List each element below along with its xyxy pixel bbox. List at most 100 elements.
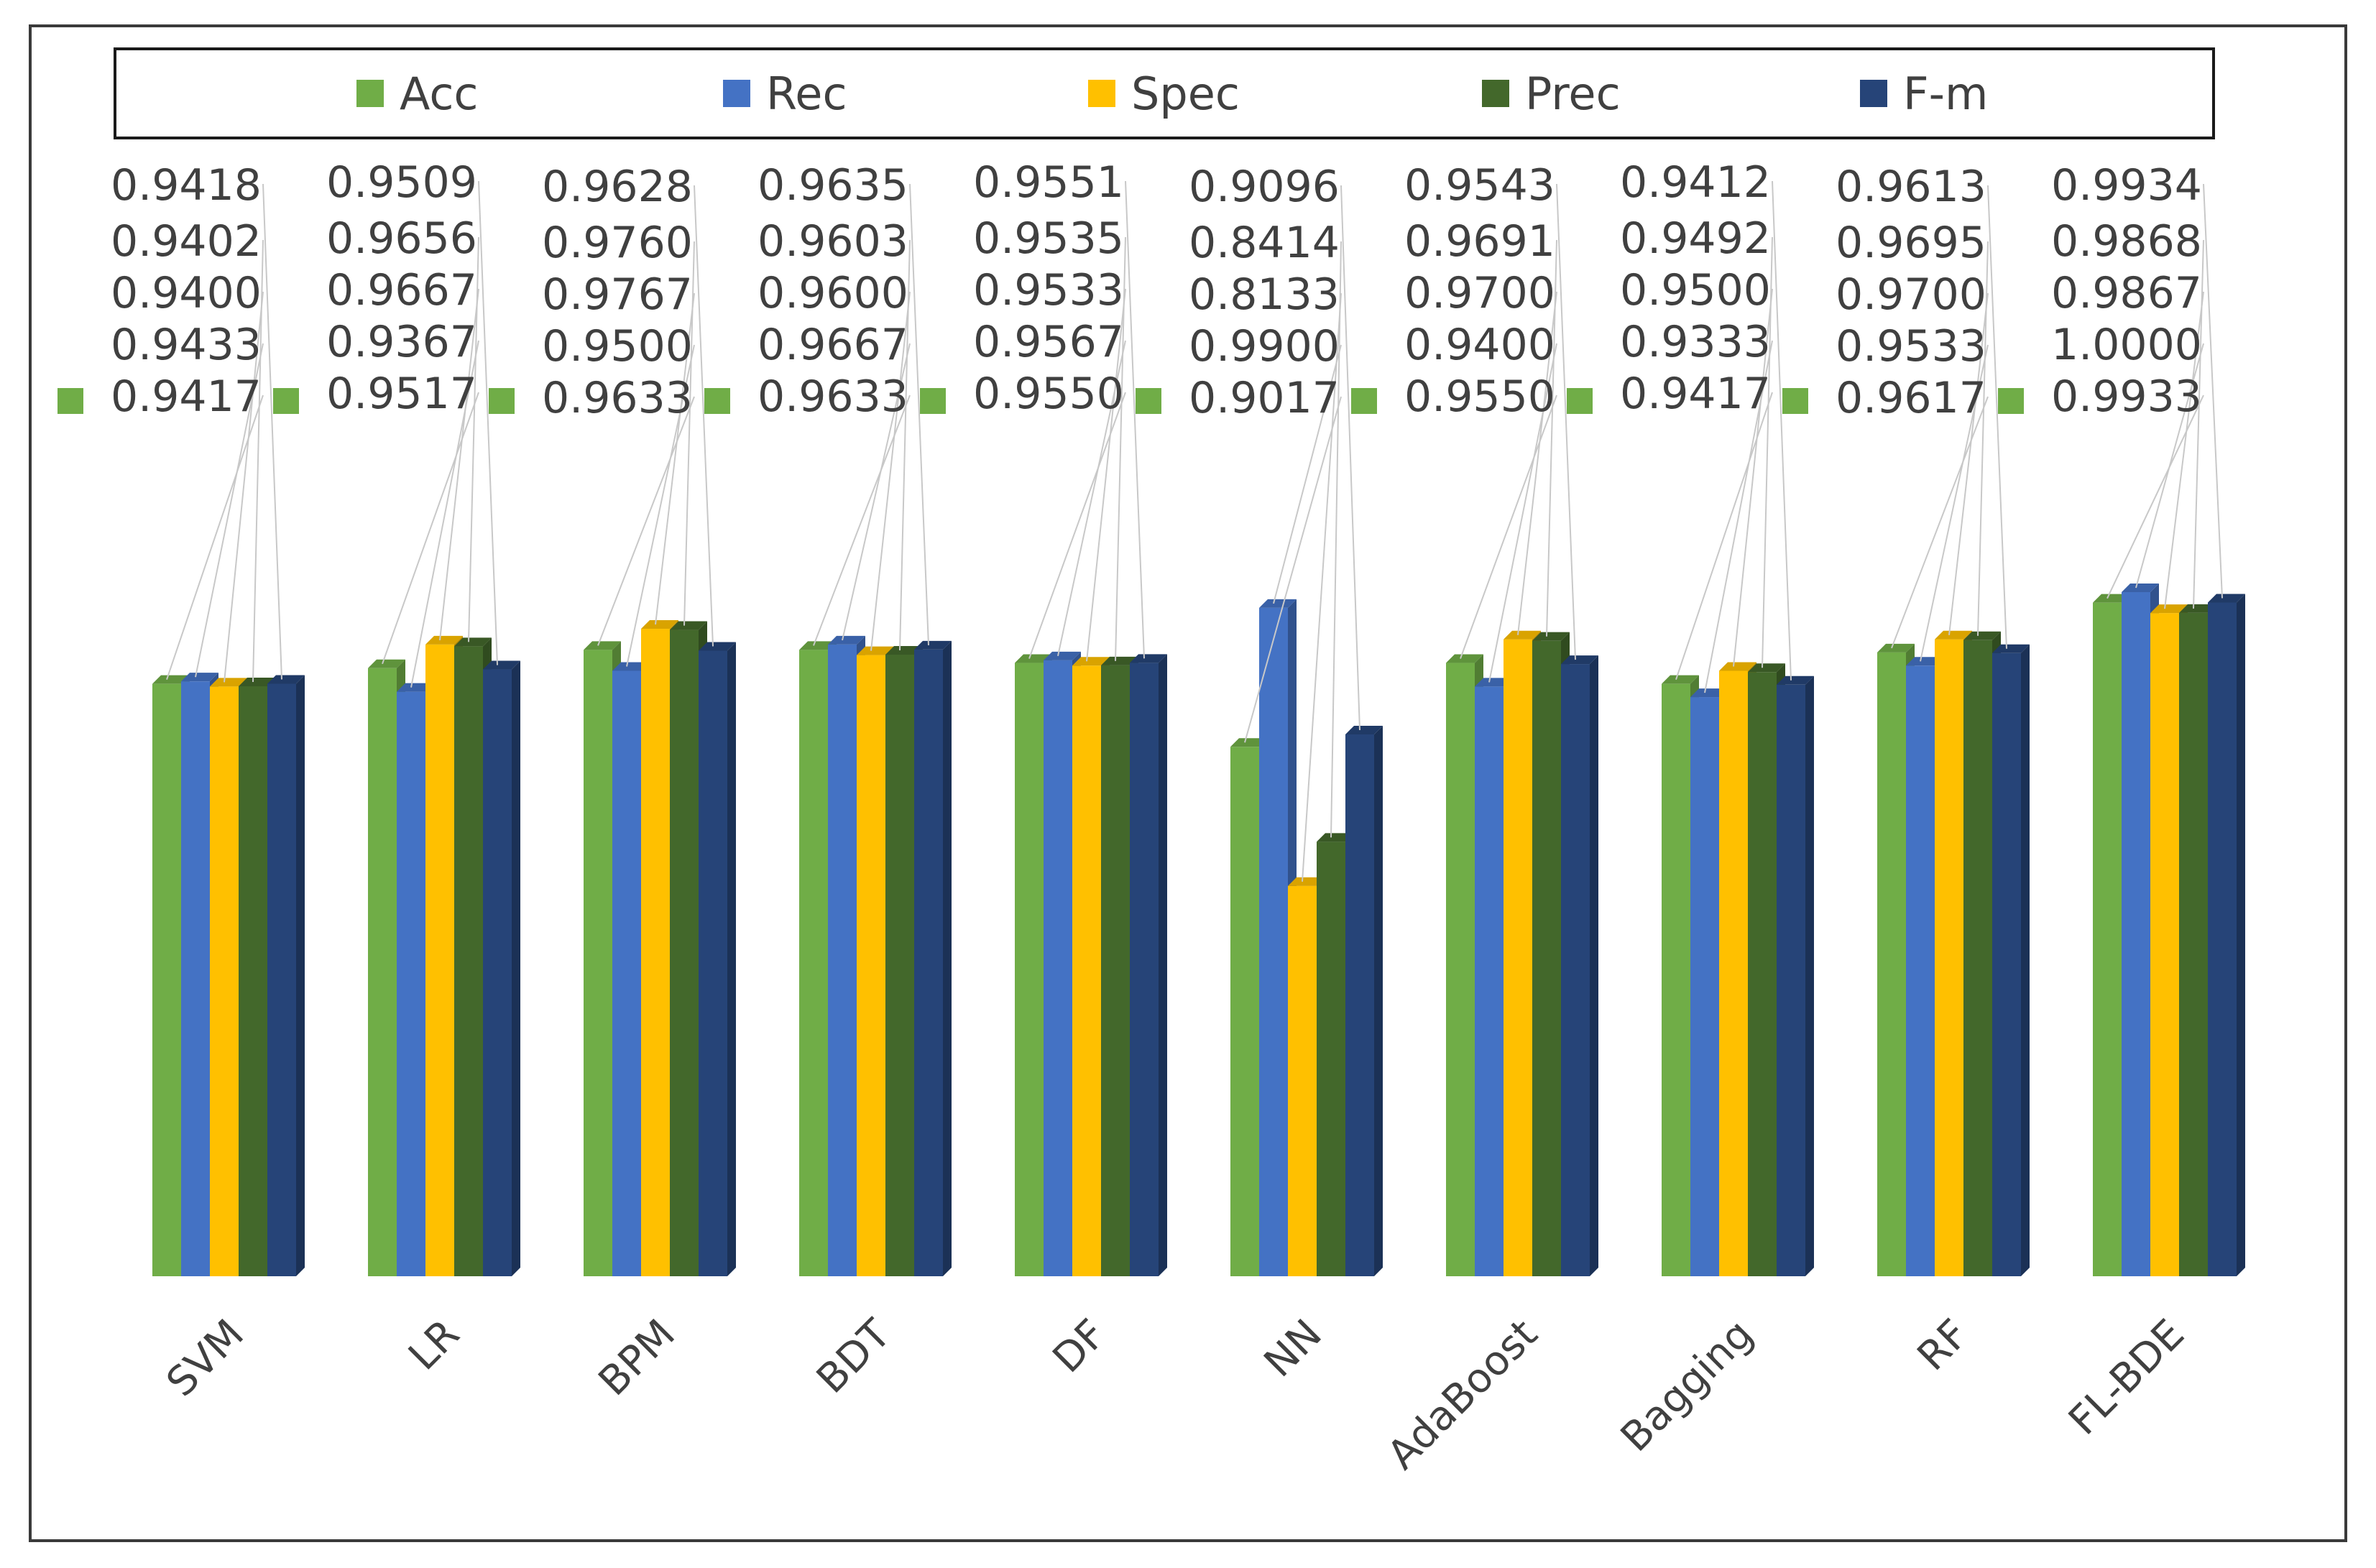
bar-acc-bagging (1662, 683, 1690, 1276)
bar-spec-svm (210, 686, 239, 1276)
leader-line (1517, 291, 1557, 635)
bar-f-m-df (1130, 663, 1159, 1276)
bar-rec-df (1044, 660, 1072, 1276)
data-label: 0.9628 (542, 162, 693, 212)
category-label: Bagging (1612, 1311, 1762, 1461)
leader-line (1733, 288, 1773, 667)
bar-side (296, 675, 305, 1276)
bar-top (799, 641, 837, 650)
acc-marker (1998, 388, 2024, 414)
leader-line (655, 292, 695, 625)
leader-line (1302, 292, 1342, 882)
bar-top (1963, 631, 2001, 640)
legend-item-acc: Acc (356, 50, 479, 137)
data-label: 0.9667 (326, 265, 477, 315)
legend-swatch (1860, 80, 1887, 107)
leader-line (597, 396, 695, 646)
bar-top (2208, 594, 2245, 603)
bar-acc-lr (368, 668, 397, 1276)
bar-prec-rf (1963, 640, 1992, 1276)
bar-top (1101, 656, 1138, 665)
bar-prec-svm (239, 686, 267, 1276)
bar-top (699, 642, 736, 651)
bar-top (914, 640, 952, 650)
leader-line (1244, 396, 1342, 743)
bar-acc-svm (152, 683, 181, 1276)
legend-item-f-m: F-m (1860, 50, 1988, 137)
bar-top (1259, 599, 1297, 608)
legend-label: Rec (766, 67, 847, 120)
bar-top (2150, 604, 2188, 614)
bar-top (1662, 675, 1699, 684)
bar-acc-df (1015, 663, 1044, 1276)
bar-top (885, 645, 923, 655)
data-label: 0.9691 (1404, 216, 1555, 267)
legend-item-prec: Prec (1482, 50, 1621, 137)
legend-swatch (356, 80, 384, 107)
data-label: 0.9517 (326, 369, 477, 419)
bar-rec-fl-bde (2122, 592, 2150, 1276)
bar-top (584, 641, 621, 650)
acc-marker (489, 388, 515, 414)
category-label: DF (1044, 1311, 1115, 1382)
data-label: 0.9868 (2051, 216, 2202, 267)
bar-top (368, 659, 405, 668)
data-label: 0.9700 (1836, 269, 1986, 320)
data-label: 0.9509 (326, 157, 477, 208)
leader-line (1460, 395, 1557, 659)
data-label: 0.9933 (2051, 372, 2202, 422)
bar-top (1561, 655, 1598, 665)
bar-spec-bpm (641, 629, 670, 1276)
data-label: 0.9900 (1189, 321, 1340, 372)
legend-label: Spec (1131, 67, 1240, 120)
bar-top (152, 675, 190, 684)
leader-line (1920, 344, 1989, 662)
data-label: 0.9402 (111, 216, 262, 267)
category-label: AdaBoost (1378, 1311, 1547, 1479)
leader-line (1330, 241, 1342, 838)
data-label: 1.0000 (2051, 320, 2202, 370)
bar-top (1288, 877, 1325, 886)
leader-line (1675, 392, 1773, 680)
data-label: 0.9656 (326, 213, 477, 264)
bar-top (397, 683, 434, 692)
acc-marker (1782, 388, 1808, 414)
data-label: 0.9613 (1836, 162, 1986, 212)
data-label: 0.9417 (111, 372, 262, 422)
bar-top (1475, 678, 1512, 687)
acc-marker (704, 388, 730, 414)
data-label: 0.9603 (758, 216, 908, 267)
leader-line (195, 343, 264, 678)
data-label: 0.9400 (1404, 320, 1555, 370)
bar-side (512, 660, 520, 1276)
bar-top (239, 677, 276, 686)
bar-acc-adaboost (1446, 663, 1475, 1276)
bar-rec-svm (181, 681, 210, 1276)
bar-spec-bdt (857, 655, 885, 1276)
data-label: 0.9550 (973, 369, 1124, 419)
leader-line (842, 343, 911, 641)
acc-marker (920, 388, 946, 414)
bar-acc-bpm (584, 650, 612, 1276)
data-label: 0.9767 (542, 269, 693, 320)
legend-item-rec: Rec (723, 50, 847, 137)
bar-acc-fl-bde (2093, 602, 2122, 1276)
bar-top (181, 673, 218, 682)
leader-line (1488, 343, 1557, 683)
data-label: 0.9433 (111, 320, 262, 370)
bar-rec-nn (1259, 607, 1288, 1276)
bar-f-m-rf (1992, 652, 2021, 1276)
bar-rec-bagging (1690, 697, 1719, 1276)
legend-swatch (1482, 80, 1509, 107)
leader-line (2164, 291, 2204, 609)
data-label: 0.9412 (1620, 157, 1771, 208)
bar-top (1877, 643, 1915, 652)
bar-top (1230, 738, 1268, 747)
bar-top (483, 660, 520, 670)
bar-top (2179, 604, 2216, 613)
data-label: 0.9633 (542, 373, 693, 423)
category-label: BDT (808, 1310, 900, 1402)
bar-side (1805, 675, 1814, 1276)
bar-top (1504, 630, 1541, 640)
